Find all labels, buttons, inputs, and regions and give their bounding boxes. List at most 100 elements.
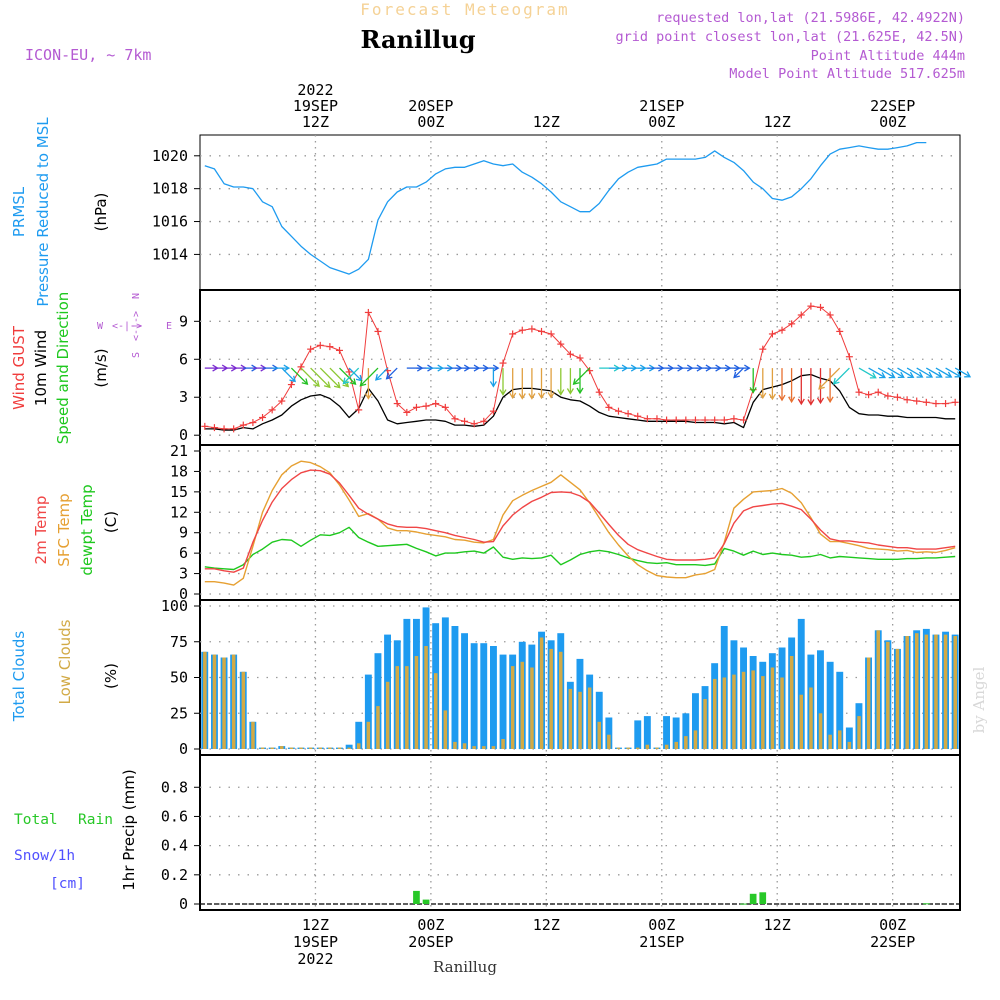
gust-marker (576, 354, 584, 362)
low-cloud-bar (549, 648, 553, 749)
wind-arrow-shaft (300, 367, 320, 387)
top-time-label: 12Z (764, 113, 791, 131)
bottom-time-label: 00Z (879, 916, 906, 934)
wind-arrow-head (945, 371, 953, 378)
gust-marker (768, 330, 776, 338)
pressure-ytick-label: 1016 (152, 213, 188, 231)
gust-marker (220, 425, 228, 433)
compass-we-arrow: <-|-> (112, 321, 142, 332)
low-cloud-bar (703, 699, 707, 749)
low-cloud-bar (732, 674, 736, 749)
wind-arrow-head (879, 372, 886, 379)
wind-arrow-head (749, 387, 757, 394)
temp-series (204, 460, 956, 586)
low-cloud-bar (616, 747, 621, 749)
gust-marker (740, 416, 748, 424)
wind-arrow (733, 367, 744, 379)
wind-arrow-shaft (359, 367, 379, 387)
wind-arrow-head (375, 374, 382, 381)
gust-marker (663, 416, 671, 424)
precip-panel-frame (199, 754, 961, 911)
wind-arrow (359, 367, 379, 387)
wind-arrow-head (916, 371, 924, 378)
low-cloud-bar (770, 667, 775, 749)
wind-arrow-head (289, 375, 296, 383)
low-cloud-bar (299, 747, 303, 749)
gust-marker (778, 326, 786, 334)
total-cloud-bar (836, 671, 844, 749)
requested-coords: requested lon,lat (21.5986E, 42.4922N) (656, 10, 965, 26)
low-cloud-bar (395, 666, 399, 749)
total-cloud-bar (595, 691, 603, 749)
wind-arrow (925, 367, 943, 378)
temp-dewpt-label: dewpt Temp (78, 484, 96, 575)
wind-arrow-head (499, 389, 507, 396)
wind-arrow-shaft (310, 367, 331, 388)
wind-ytick-label: 3 (179, 388, 188, 406)
wind-arrow (778, 368, 786, 402)
low-cloud-bar (405, 666, 409, 749)
wind-arrow (868, 367, 886, 379)
total-cloud-bar (451, 626, 459, 749)
low-cloud-bar (289, 747, 294, 749)
compass-west: W (97, 321, 104, 332)
low-cloud-bar (664, 744, 669, 749)
gust-marker (345, 368, 353, 376)
low-cloud-bar (539, 637, 544, 749)
top-time-label: 20SEP (408, 97, 453, 115)
total-cloud-bar (797, 618, 805, 749)
gust-marker (239, 421, 247, 429)
wind-ytick-label: 0 (179, 426, 188, 444)
gust-marker (922, 398, 930, 406)
top-time-label: 21SEP (639, 97, 684, 115)
low-cloud-bar (943, 634, 948, 749)
gust-marker (518, 326, 526, 334)
gust-marker (403, 408, 411, 416)
low-cloud-bar (818, 713, 823, 750)
bottom-time-label: 22SEP (870, 933, 915, 951)
top-time-label: 00Z (648, 113, 675, 131)
total-cloud-bar (817, 650, 824, 749)
gust-marker (547, 330, 555, 338)
low-cloud-bar (308, 747, 313, 749)
bottom-time-label: 2022 (297, 950, 333, 968)
bottom-time-label: 12Z (302, 916, 329, 934)
total-cloud-bar (643, 716, 651, 749)
low-cloud-bar (741, 671, 746, 749)
low-cloud-bar (578, 691, 582, 749)
wind-arrow (537, 368, 546, 400)
bottom-time-label: 00Z (417, 916, 444, 934)
wind-arrow (832, 367, 850, 385)
wind-arrow-shaft (897, 367, 914, 378)
wind-ytick-label: 9 (179, 312, 188, 330)
wind-arrow-head (869, 372, 877, 379)
gust-marker (422, 402, 430, 410)
temp-ytick-label: 6 (179, 544, 188, 562)
wind-arrow (807, 368, 815, 406)
low-cloud-bar (491, 746, 496, 749)
wind-arrow (916, 367, 934, 378)
gust-marker (643, 415, 651, 423)
low-cloud-bar (915, 633, 919, 749)
top-time-label: 00Z (879, 113, 906, 131)
temp-ytick-label: 15 (170, 483, 188, 501)
temp-ytick-label: 18 (170, 462, 188, 480)
top-time-label: 00Z (417, 113, 444, 131)
temp-ytick-label: 9 (179, 524, 188, 542)
wind-arrow-head (768, 393, 776, 401)
bottom-time-label: 00Z (648, 916, 675, 934)
gust-marker (441, 403, 449, 411)
wind-arrow (483, 364, 500, 372)
wind-arrow (818, 367, 841, 390)
wind-arrow (499, 368, 507, 396)
wind-arrow-shaft (319, 367, 341, 389)
wind-arrow-head (301, 378, 309, 385)
point-altitude: Point Altitude 444m (811, 48, 965, 64)
wind-arrow (935, 367, 953, 378)
gust-marker (913, 397, 921, 405)
gust-marker (316, 341, 324, 349)
gust-marker (788, 320, 796, 328)
wind-arrow-head (935, 371, 943, 378)
wind-arrow (768, 368, 776, 401)
wind-arrow-shaft (858, 367, 877, 379)
